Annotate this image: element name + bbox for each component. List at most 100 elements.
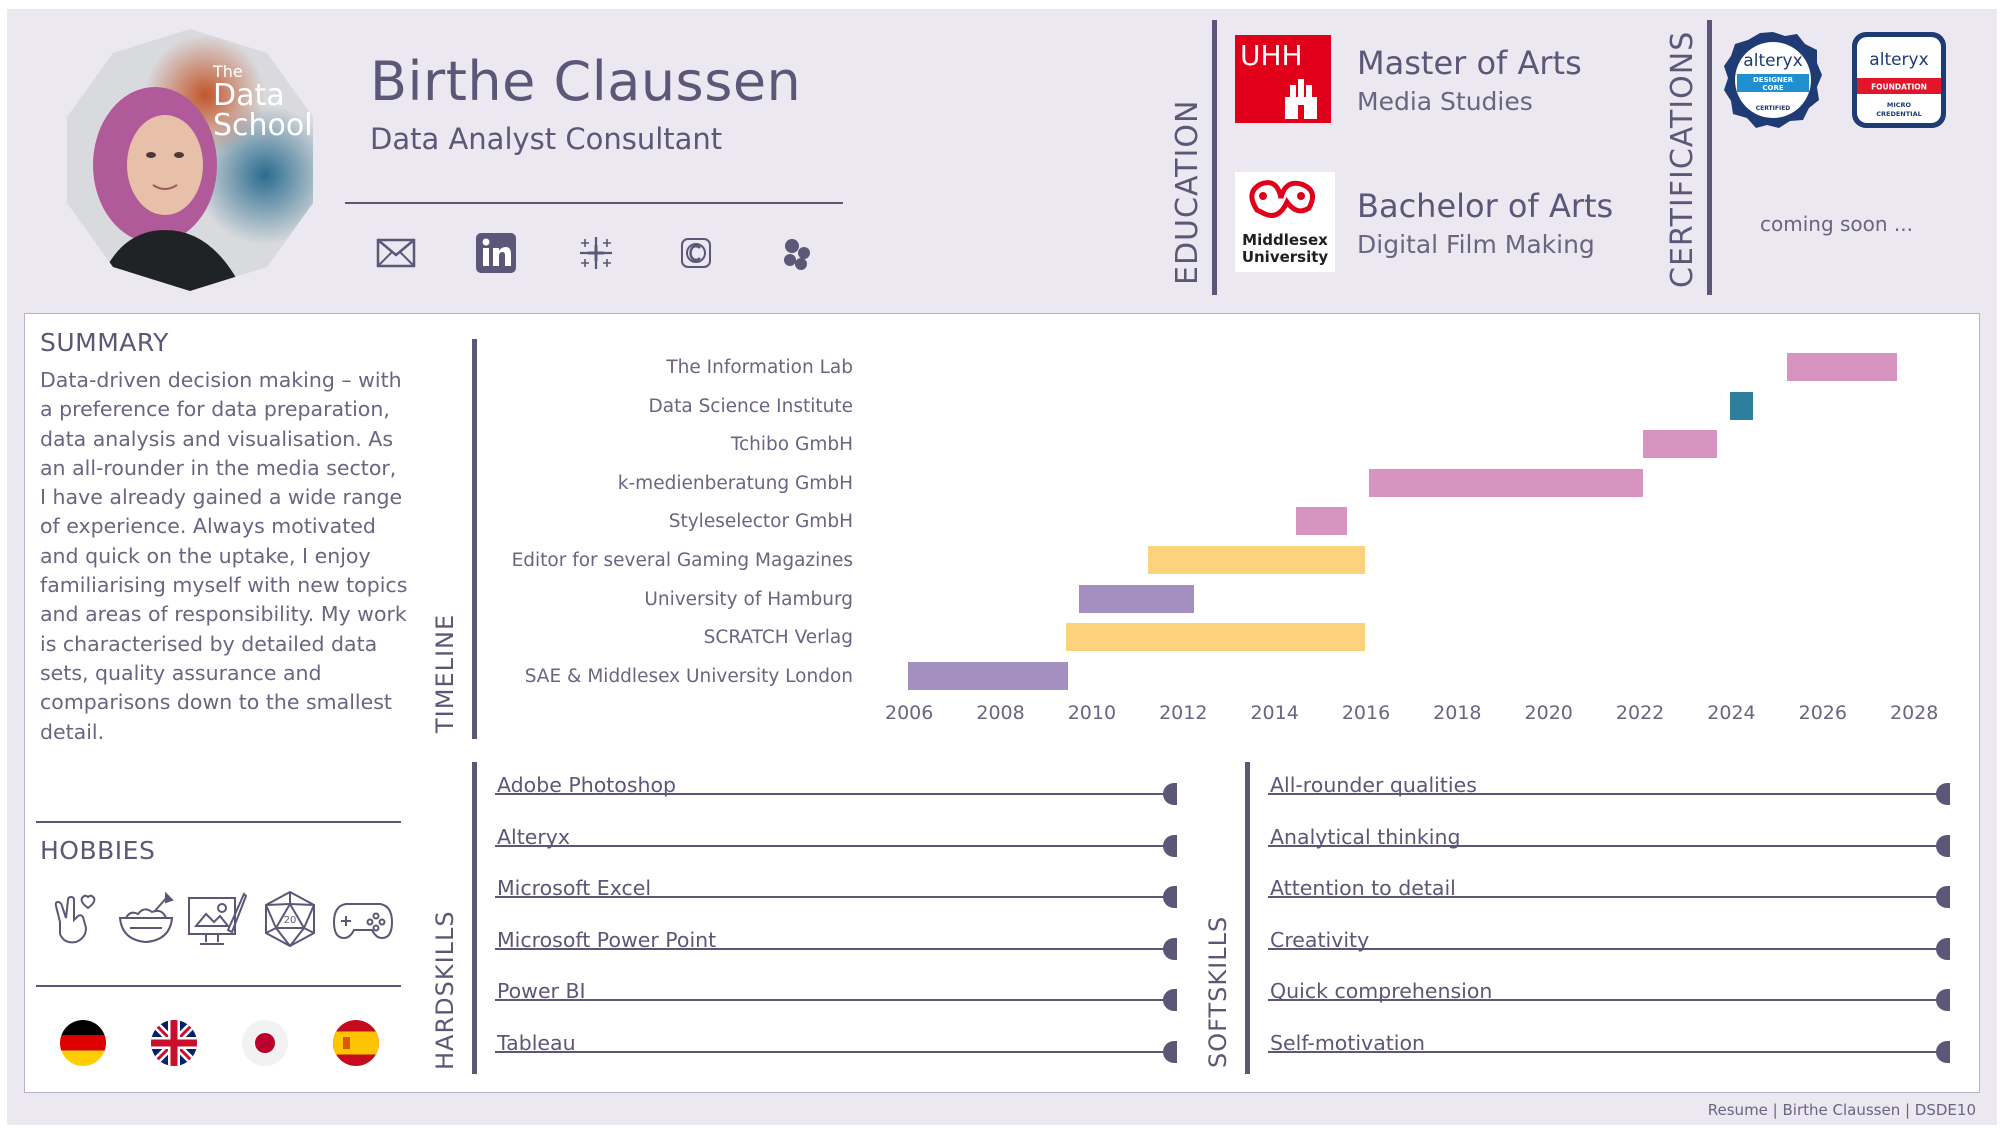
hardskill-bar [495,1050,1167,1053]
summary-divider [36,821,401,823]
germany-flag [60,1020,106,1066]
softskill-level-knob [1936,1040,1950,1063]
timeline-bar[interactable] [908,661,1068,690]
softskill-bar [1268,844,1940,847]
alteryx-foundation-badge[interactable]: alteryx FOUNDATION MICRO CREDENTIAL [1850,30,1948,130]
profile-role: Data Analyst Consultant [370,122,723,156]
softskill-level-knob [1936,886,1950,908]
timeline-title: TIMELINE [431,613,459,733]
softskills-divider [1245,762,1250,1074]
certifications-title: CERTIFICATIONS [1665,30,1700,288]
timeline-row-label: Editor for several Gaming Magazines [511,550,853,571]
watermark-the: The [212,62,243,81]
education-divider [1212,20,1217,295]
education-title: EDUCATION [1170,99,1205,285]
timeline-row-label: SAE & Middlesex University London [524,665,853,687]
alteryx-designer-core-badge[interactable]: alteryx DESIGNER CORE CERTIFIED [1723,30,1823,130]
timeline-row-label: The Information Lab [666,357,853,378]
hardskills-title: HARDSKILLS [431,910,459,1070]
timeline-x-tick: 2026 [1798,702,1847,724]
badge1-ribbon: CERTIFIED [1756,105,1791,112]
hardskill-level-knob [1163,937,1177,960]
timeline-x-tick: 2028 [1890,702,1939,724]
timeline-bar[interactable] [1369,468,1644,497]
timeline-x-tick: 2008 [976,702,1025,724]
linkedin-icon[interactable] [473,230,519,276]
hardskill-level-knob [1163,834,1177,857]
timeline-bar[interactable] [1643,430,1717,459]
timeline-row-label: k-medienberatung GmbH [617,472,853,494]
hobbies-title: HOBBIES [40,836,156,865]
svg-text:20: 20 [284,915,297,926]
timeline-x-tick: 2016 [1341,702,1391,724]
softskill-level-knob [1936,834,1950,857]
uhh-logo: UHH [1235,35,1331,123]
timeline-row-label: Tchibo GmbH [730,434,853,456]
tableau-public-icon[interactable] [573,230,619,276]
footer-text: Resume | Birthe Claussen | DSDE10 [1707,1101,1976,1119]
hardskills-divider [472,762,477,1074]
timeline-x-tick: 2024 [1707,702,1756,724]
softskill-level-knob [1936,937,1950,960]
softskills-list: All-rounder qualities Analytical thinking… [1268,760,1953,1080]
softskill-bar [1268,947,1940,950]
badge2-line1: MICRO [1887,101,1912,109]
badge2-line2: CREDENTIAL [1876,110,1922,118]
timeline-bar[interactable] [1787,353,1897,381]
badge1-brand: alteryx [1743,51,1802,71]
d20-dice-icon: 20 [262,890,318,948]
middlesex-logo: Middlesex University [1235,172,1335,272]
timeline-bar[interactable] [1079,584,1194,613]
hardskills-list: Adobe Photoshop Alteryx Microsoft Excel Mic… [495,760,1180,1080]
timeline-x-tick: 2022 [1615,702,1665,724]
middlesex-logo-line1: Middlesex [1242,231,1328,249]
hardskill-bar [495,947,1167,950]
uhh-logo-text: UHH [1240,39,1303,72]
timeline-row-label: SCRATCH Verlag [703,627,853,649]
watermark-school: School [213,108,313,143]
hardskill-bar [495,999,1167,1001]
spain-flag [333,1020,379,1066]
mail-icon[interactable] [373,230,419,276]
hardskill-level-knob [1163,886,1177,908]
timeline-row-label: University of Hamburg [644,588,853,610]
badge1-line1: DESIGNER [1753,76,1794,84]
portfolio-icon[interactable] [773,230,819,276]
timeline-x-tick: 2010 [1067,702,1117,724]
subject-master: Media Studies [1357,87,1533,116]
degree-master: Master of Arts [1357,44,1582,82]
badge1-line2: CORE [1762,84,1783,92]
subject-bachelor: Digital Film Making [1357,230,1595,259]
timeline-x-tick: 2014 [1250,702,1299,724]
softskill-level-knob [1936,989,1950,1011]
timeline-bar[interactable] [1147,546,1365,574]
certifications-note: coming soon ... [1760,212,1913,236]
hobbies-divider [36,985,401,987]
header-divider [345,202,843,204]
hardskill-bar [495,793,1167,795]
timeline-row-label: Data Science Institute [648,395,853,417]
timeline-bar[interactable] [1296,507,1347,536]
softskills-title: SOFTSKILLS [1204,915,1232,1068]
timeline-bar[interactable] [1065,623,1365,652]
metal-hand-heart-icon [46,892,100,946]
degree-bachelor: Bachelor of Arts [1357,187,1614,225]
timeline-x-tick: 2018 [1433,702,1482,724]
credly-icon[interactable] [673,230,719,276]
profile-name: Birthe Claussen [370,50,802,113]
timeline-x-tick: 2012 [1159,702,1208,724]
timeline-bar[interactable] [1730,391,1754,420]
timeline-x-tick: 2006 [885,702,934,724]
timeline-chart: The Information Lab Data Science Institut… [480,340,1940,740]
hardskill-level-knob [1163,989,1177,1011]
profile-photo: The Data School [55,25,325,295]
hardskill-bar [495,896,1167,898]
softskill-bar [1268,999,1940,1001]
watermark-data: Data [213,78,285,113]
baking-icon [116,891,176,946]
hardskill-level-knob [1163,1040,1177,1063]
badge2-ribbon: FOUNDATION [1871,83,1927,92]
softskill-bar [1268,793,1940,795]
softskill-bar [1268,896,1940,898]
hardskill-bar [495,844,1167,847]
